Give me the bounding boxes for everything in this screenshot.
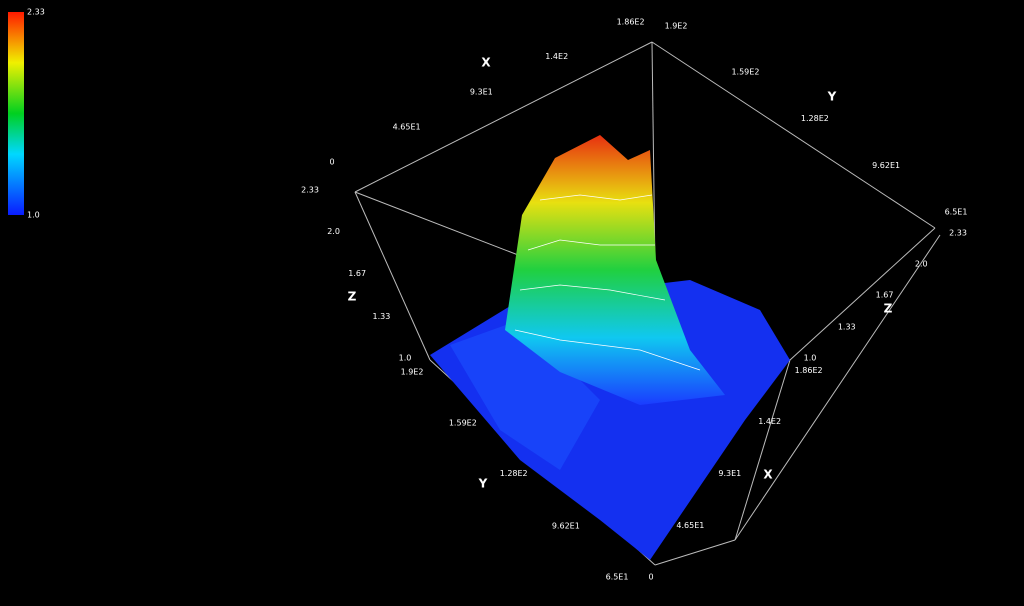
y-tick-label: 9.62E1 — [552, 521, 580, 530]
colorbar-tick-label: 2.33 — [27, 8, 45, 17]
x-tick-label: 9.3E1 — [470, 88, 493, 97]
z-axis-title: Z — [884, 302, 893, 316]
z-tick-label: 2.0 — [327, 227, 340, 236]
y-tick-label: 1.28E2 — [801, 114, 829, 123]
surface — [430, 135, 790, 560]
y-axis-title: Y — [827, 90, 837, 104]
z-tick-label: 1.0 — [399, 354, 412, 363]
y-tick-label: 6.5E1 — [945, 208, 968, 217]
x-tick-label: 9.3E1 — [718, 469, 741, 478]
z-tick-label: 1.67 — [876, 291, 894, 300]
x-axis-title: X — [481, 56, 491, 70]
z-tick-label: 1.67 — [348, 269, 366, 278]
z-tick-label: 2.33 — [949, 229, 967, 238]
x-tick-label: 0 — [648, 573, 653, 582]
z-axis-title: Z — [348, 290, 357, 304]
x-tick-label: 1.86E2 — [617, 18, 645, 27]
z-tick-label: 2.33 — [301, 186, 319, 195]
z-tick-label: 1.33 — [838, 322, 856, 331]
z-tick-label: 1.33 — [373, 312, 391, 321]
x-axis-title: X — [763, 468, 773, 482]
y-tick-label: 1.28E2 — [500, 469, 528, 478]
x-tick-label: 4.65E1 — [676, 521, 704, 530]
y-tick-label: 1.9E2 — [401, 368, 424, 377]
x-tick-label: 1.86E2 — [795, 366, 823, 375]
x-tick-label: 1.4E2 — [758, 417, 781, 426]
x-tick-label: 1.4E2 — [545, 52, 568, 61]
y-tick-label: 9.62E1 — [872, 161, 900, 170]
x-tick-label: 4.65E1 — [393, 123, 421, 132]
x-tick-label: 0 — [329, 158, 334, 167]
y-tick-label: 6.5E1 — [606, 573, 629, 582]
y-tick-label: 1.59E2 — [449, 418, 477, 427]
y-axis-title: Y — [478, 477, 488, 491]
z-tick-label: 1.0 — [804, 354, 817, 363]
z-tick-label: 2.0 — [915, 260, 928, 269]
y-tick-label: 1.9E2 — [665, 22, 688, 31]
colorbar-tick-label: 1.0 — [27, 211, 40, 220]
colorbar — [8, 12, 24, 215]
y-tick-label: 1.59E2 — [731, 68, 759, 77]
